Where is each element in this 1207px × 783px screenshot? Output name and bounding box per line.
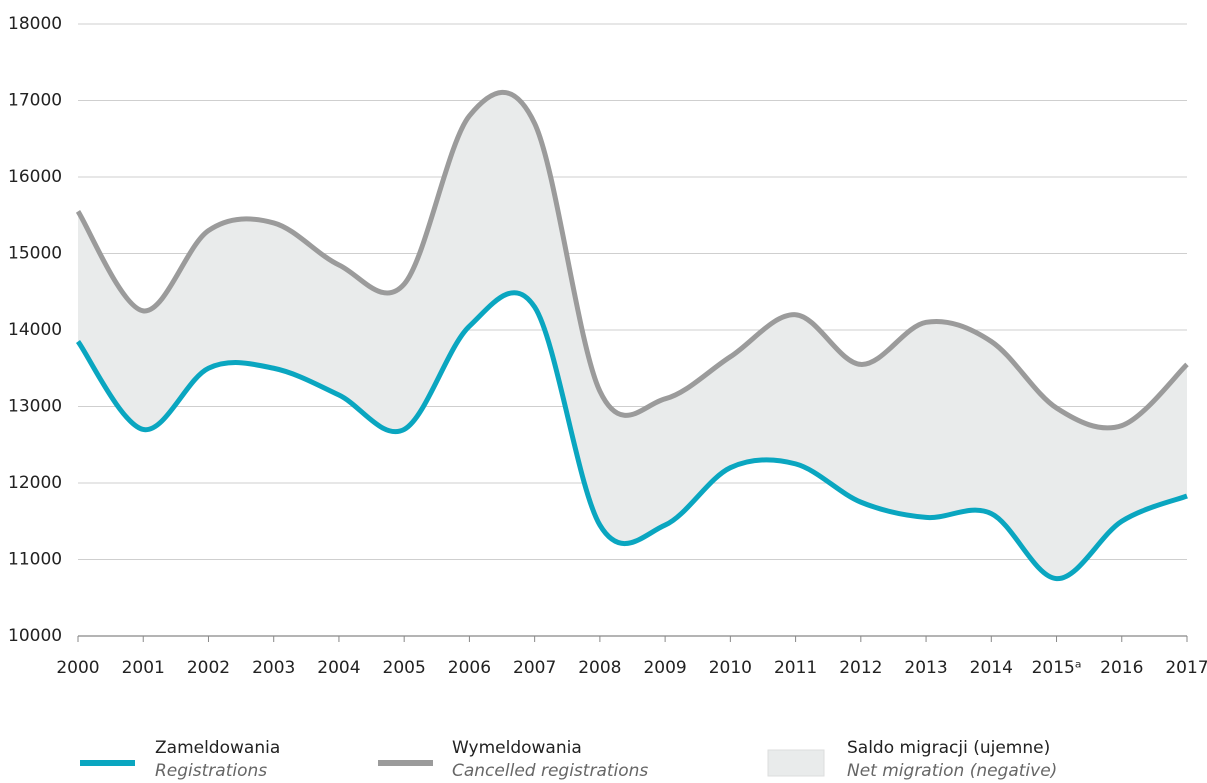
legend-label-en: Registrations: [155, 761, 267, 781]
legend-label: Saldo migracji (ujemne): [847, 738, 1050, 758]
legend-label: Wymeldowania: [452, 738, 582, 758]
y-tick-label: 12000: [8, 473, 62, 493]
x-tick-label: 2012: [839, 658, 882, 678]
x-tick-label: 2008: [578, 658, 621, 678]
legend-swatch-area: [767, 749, 825, 777]
net-migration-area: [78, 92, 1187, 579]
legend-label: Zameldowania: [155, 738, 280, 758]
y-tick-label: 10000: [8, 626, 62, 646]
series-line: [75, 89, 1189, 431]
x-tick-label: 2004: [317, 658, 360, 678]
x-tick-label: 2003: [252, 658, 295, 678]
x-tick-label: 2005: [383, 658, 426, 678]
y-tick-label: 14000: [8, 320, 62, 340]
x-tick-label: 2006: [448, 658, 491, 678]
x-tick-label: 2014: [970, 658, 1013, 678]
y-tick-label: 16000: [8, 167, 62, 187]
x-tick-label: 2015ᵃ: [1032, 658, 1082, 678]
x-tick-label: 2013: [904, 658, 947, 678]
y-tick-label: 17000: [8, 91, 62, 111]
x-tick-label: 2000: [56, 658, 99, 678]
y-tick-label: 13000: [8, 397, 62, 417]
y-tick-label: 15000: [8, 244, 62, 264]
y-tick-label: 11000: [8, 550, 62, 570]
x-tick-label: 2001: [122, 658, 165, 678]
x-tick-label: 2016: [1100, 658, 1143, 678]
legend-label-en: Net migration (negative): [847, 761, 1057, 781]
legend: Saldo migracji (ujemne) Net migration (n…: [80, 738, 1057, 781]
x-tick-label: 2010: [709, 658, 752, 678]
x-tick-label: 2009: [643, 658, 686, 678]
y-tick-label: 18000: [8, 14, 62, 34]
x-tick-label: 2007: [513, 658, 556, 678]
x-tick-label: 2017: [1165, 658, 1207, 678]
x-tick-label: 2011: [774, 658, 817, 678]
x-tick-label: 2002: [187, 658, 230, 678]
legend-label-en: Cancelled registrations: [452, 761, 648, 781]
series-line: [75, 290, 1188, 582]
